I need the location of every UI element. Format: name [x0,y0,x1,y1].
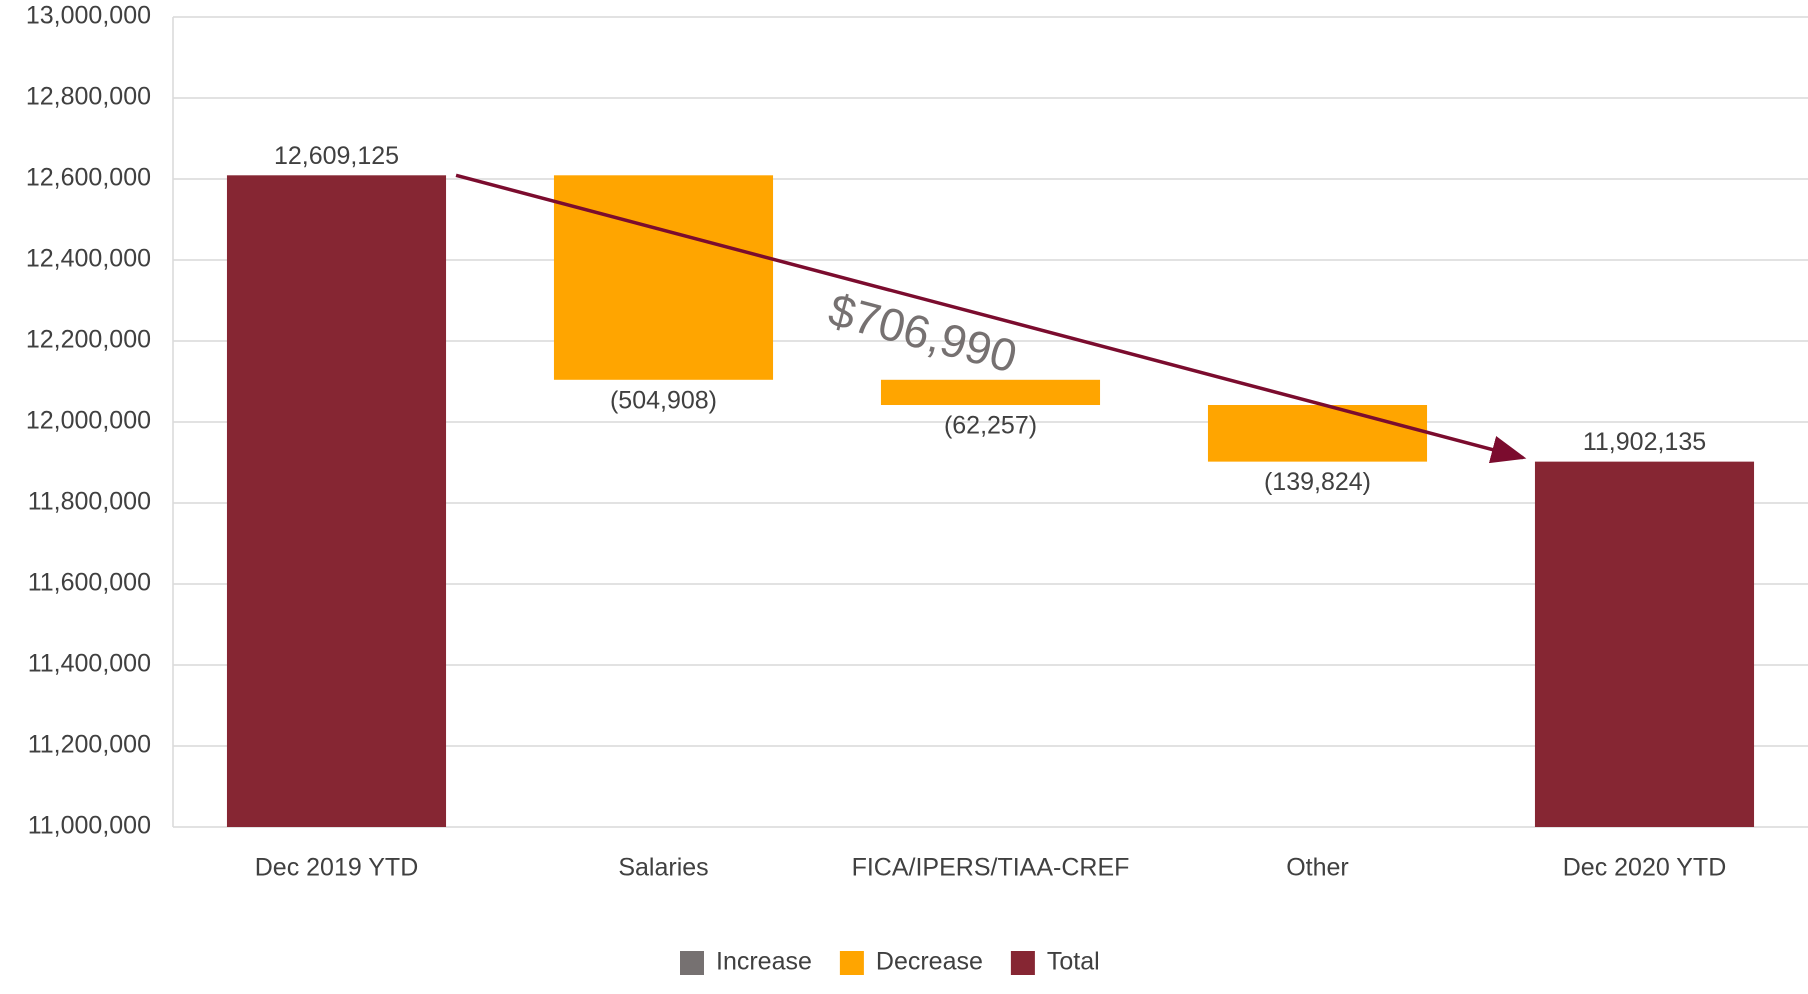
x-tick-label: Salaries [618,854,708,882]
data-label: (504,908) [610,386,717,414]
y-tick-label: 11,200,000 [28,731,151,759]
data-label: (139,824) [1264,468,1371,496]
y-tick-label: 12,800,000 [26,83,151,111]
y-tick-label: 12,600,000 [26,164,151,192]
x-tick-label: Other [1286,854,1349,882]
bar [1534,461,1755,827]
legend-label: Increase [716,948,812,976]
y-tick-label: 12,000,000 [26,407,151,435]
y-tick-label: 12,400,000 [26,245,151,273]
legend-label: Decrease [876,948,983,976]
y-tick-label: 12,200,000 [26,326,151,354]
bar [1207,405,1428,462]
y-tick-label: 11,000,000 [28,812,151,840]
legend-swatch [1010,951,1035,975]
y-tick-label: 13,000,000 [26,2,151,30]
data-label: 11,902,135 [1583,428,1706,456]
x-tick-label: Dec 2020 YTD [1563,854,1727,882]
x-tick-label: FICA/IPERS/TIAA-CREF [852,854,1130,882]
data-label: 12,609,125 [274,142,399,170]
legend-label: Total [1047,948,1100,976]
data-label: (62,257) [944,412,1037,440]
y-tick-label: 11,800,000 [28,488,151,516]
y-tick-label: 11,400,000 [28,650,151,678]
trend-arrow [455,173,1527,464]
bar [553,175,774,380]
y-tick-label: 11,600,000 [28,569,151,597]
bar [226,175,447,827]
bar [880,379,1101,406]
legend-swatch [839,951,864,975]
legend-swatch [680,951,704,975]
x-tick-label: Dec 2019 YTD [255,854,419,882]
